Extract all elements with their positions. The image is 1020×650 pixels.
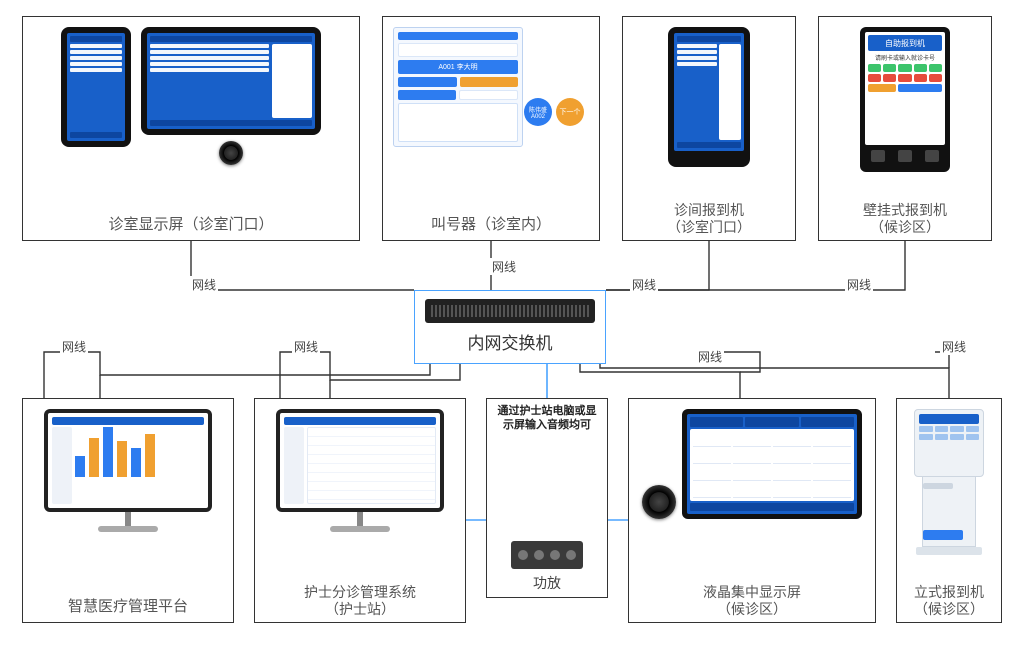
platform-label: 智慧医疗管理平台 [23,598,233,616]
lcd-hub-node: 液晶集中显示屏 （候诊区） [628,398,876,623]
portrait-display-icon [61,27,131,147]
caller-ui-icon: A001 李大明 [393,27,523,147]
standing-kiosk-icon [914,409,984,555]
edge-label: 网线 [696,348,724,365]
checkin-room-label: 诊间报到机 （诊室门口） [623,202,795,236]
switch-icon [425,299,595,323]
amplifier-icon [511,541,583,569]
nurse-node: 护士分诊管理系统 （护士站） [254,398,466,623]
edge-label: 网线 [60,338,88,355]
caller-next-bubble: 陈伟盛 A002 下一个 [519,82,589,142]
diagram-canvas: 内网交换机 [0,0,1020,650]
amp-label: 功放 [533,573,561,593]
caller-node: A001 李大明 陈伟盛 A002 下一个 叫号器（诊室内） [382,16,600,241]
kiosk-stand-node: 立式报到机 （候诊区） [896,398,1002,623]
nurse-label: 护士分诊管理系统 （护士站） [255,584,465,618]
room-display-node: 诊室显示屏（诊室门口） [22,16,360,241]
landscape-display-icon [141,27,321,135]
room-display-label: 诊室显示屏（诊室门口） [23,216,359,234]
edge-label: 网线 [292,338,320,355]
lcd-tv-icon [682,409,862,519]
edge-label: 网线 [490,258,518,275]
caller-label: 叫号器（诊室内） [383,216,599,234]
checkin-wall-node: 自助报到机 请刷卡或输入就诊卡号 壁挂式报到机 （候诊区） [818,16,992,241]
amp-note: 通过护士站电脑或显示屏输入音频均可 [493,405,601,433]
bar-chart-icon [75,427,204,477]
edge-label: 网线 [940,338,968,355]
wall-kiosk-icon: 自助报到机 请刷卡或输入就诊卡号 [860,27,950,172]
amp-node: 通过护士站电脑或显示屏输入音频均可 功放 [486,398,608,598]
kiosk-stand-label: 立式报到机 （候诊区） [897,584,1001,618]
nurse-monitor-icon [276,409,444,532]
edge-label: 网线 [630,276,658,293]
platform-monitor-icon [44,409,212,532]
speaker-icon [642,485,676,519]
edge-label: 网线 [190,276,218,293]
room-kiosk-icon [668,27,750,167]
switch-label: 内网交换机 [468,329,553,354]
speaker-icon [219,141,243,165]
platform-node: 智慧医疗管理平台 [22,398,234,623]
caller-current-patient: A001 李大明 [398,60,518,74]
lcd-hub-label: 液晶集中显示屏 （候诊区） [629,584,875,618]
edge-label: 网线 [845,276,873,293]
checkin-wall-label: 壁挂式报到机 （候诊区） [819,202,991,236]
switch-node: 内网交换机 [414,290,606,364]
checkin-room-node: 诊间报到机 （诊室门口） [622,16,796,241]
